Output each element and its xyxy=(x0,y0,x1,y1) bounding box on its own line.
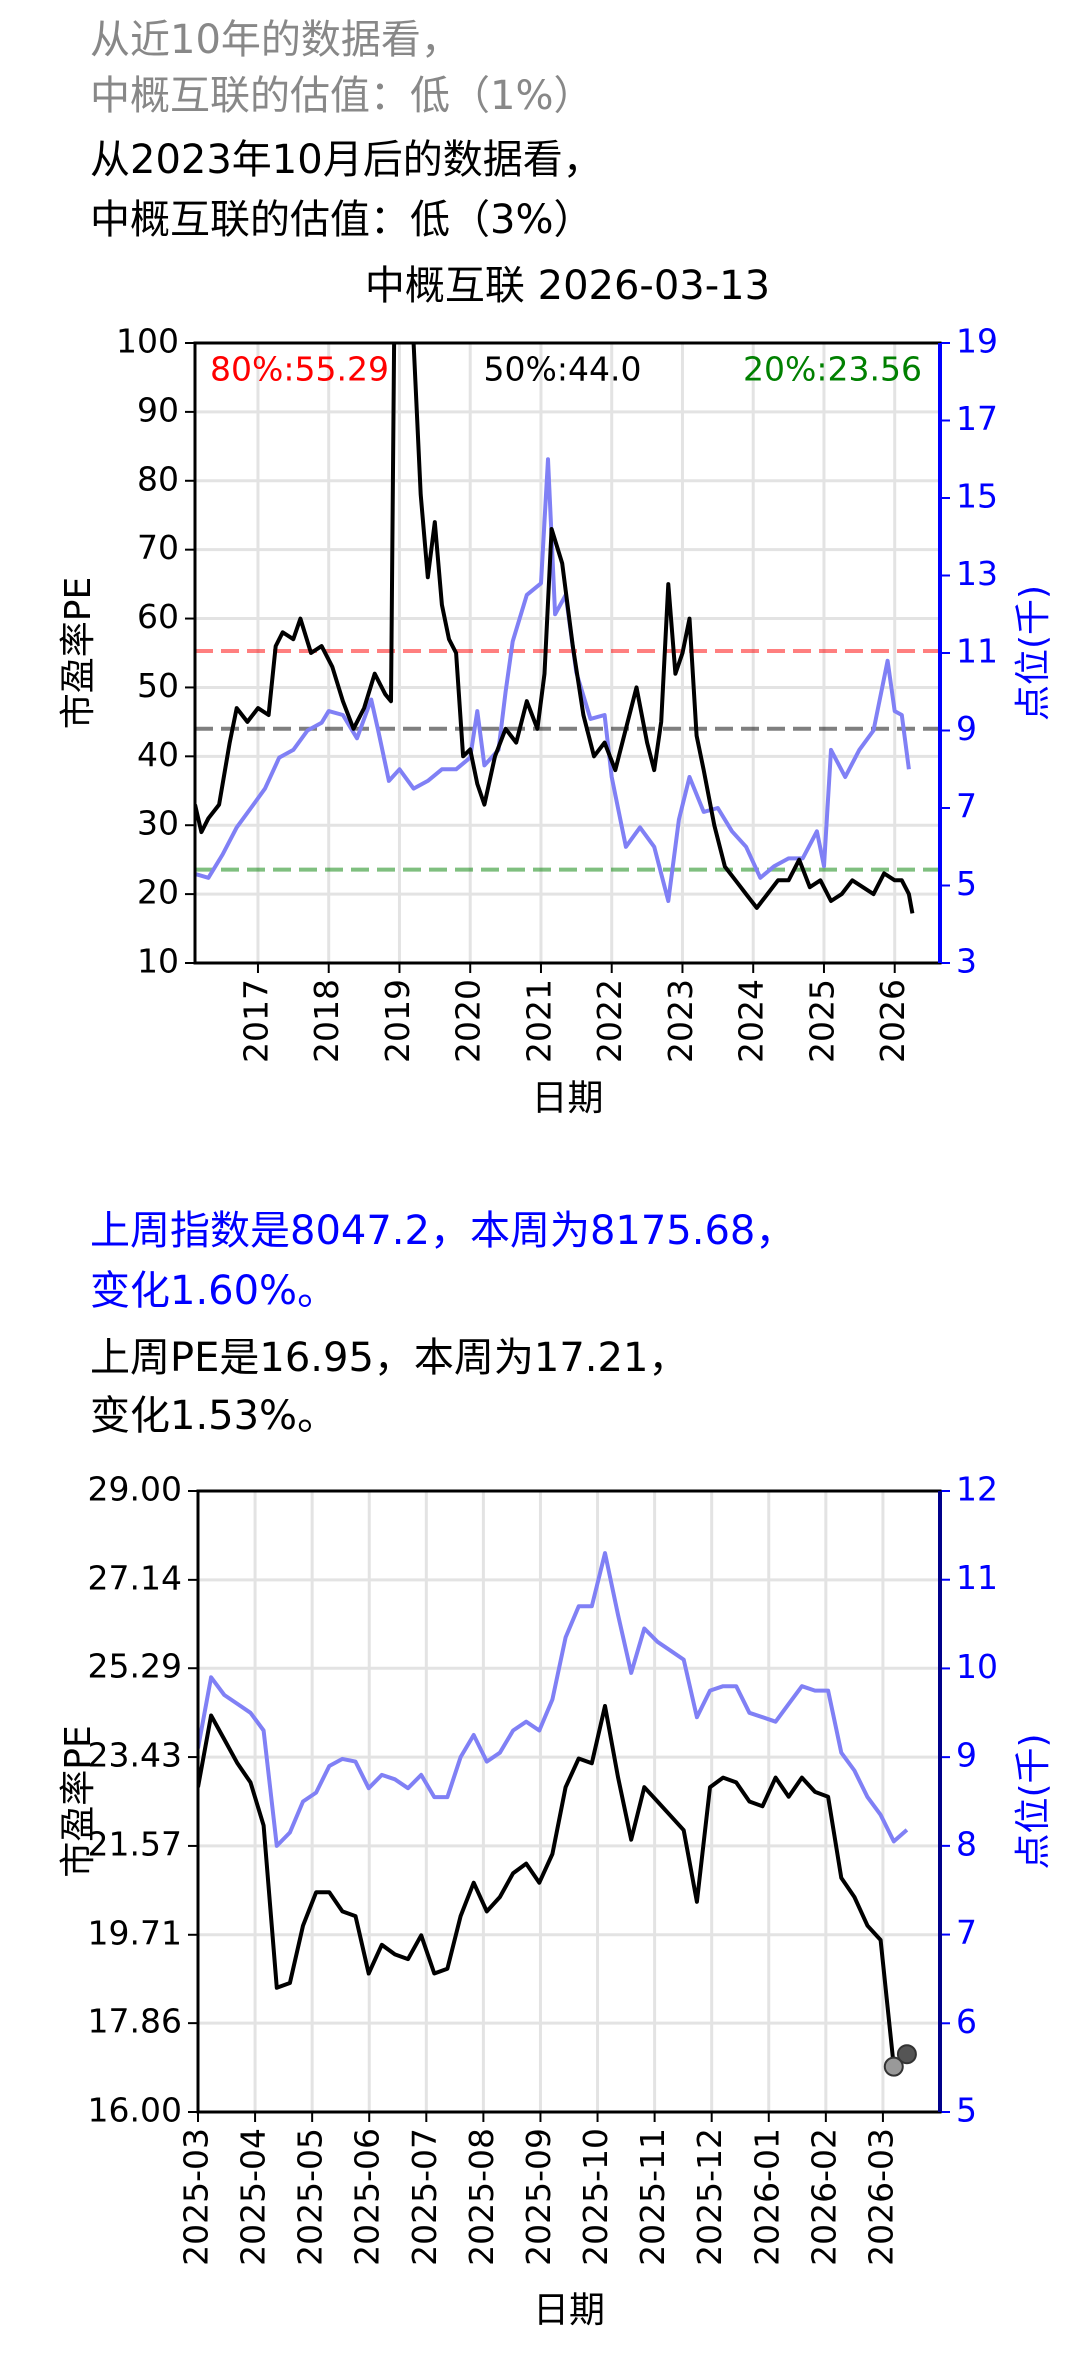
x-tick-label: 2026-01 xyxy=(747,2128,786,2266)
y-tick-label: 80 xyxy=(137,459,179,498)
chart-title: 中概互联 2026-03-13 xyxy=(365,263,770,309)
summary-line: 变化1.60%。 xyxy=(90,1268,337,1314)
y2-tick-label: 11 xyxy=(956,632,998,671)
y-tick-label: 21.57 xyxy=(88,1824,182,1863)
y2-tick-label: 17 xyxy=(956,399,998,438)
y-tick-label: 100 xyxy=(116,322,179,361)
header-line: 从近10年的数据看， xyxy=(90,17,461,63)
header-line: 中概互联的估值：低（1%） xyxy=(90,73,593,119)
y2-tick-label: 3 xyxy=(956,942,977,981)
y2-tick-label: 15 xyxy=(956,477,998,516)
x-tick-label: 2017 xyxy=(236,979,275,1063)
x-tick-label: 2025-04 xyxy=(234,2128,273,2266)
y2-tick-label: 19 xyxy=(956,322,998,361)
y-tick-label: 60 xyxy=(137,597,179,636)
x-tick-label: 2021 xyxy=(519,979,558,1063)
x-tick-label: 2025-10 xyxy=(576,2128,615,2266)
y2-tick-label: 9 xyxy=(956,1736,977,1775)
ref-label: 80%:55.29 xyxy=(210,350,389,389)
y2-tick-label: 7 xyxy=(956,787,977,826)
point xyxy=(896,2044,917,2065)
y-axis-label: 市盈率PE xyxy=(58,577,99,729)
y-tick-label: 17.86 xyxy=(88,2002,182,2041)
y-tick-label: 20 xyxy=(137,873,179,912)
series-line xyxy=(198,1704,909,2069)
y-axis-label: 市盈率PE xyxy=(58,1725,99,1877)
x-tick-label: 2019 xyxy=(378,979,417,1063)
y2-tick-label: 5 xyxy=(956,864,977,903)
y-tick-label: 40 xyxy=(137,735,179,774)
ref-label: 50%:44.0 xyxy=(484,350,642,389)
x-tick-label: 2018 xyxy=(307,979,346,1063)
y-tick-label: 19.71 xyxy=(88,1913,182,1952)
y2-axis-label: 点位(千) xyxy=(1013,1733,1054,1869)
y-tick-label: 29.00 xyxy=(88,1470,182,1509)
summary-line: 上周指数是8047.2，本周为8175.68， xyxy=(90,1208,795,1254)
x-tick-label: 2025 xyxy=(802,979,841,1063)
y2-tick-label: 5 xyxy=(956,2091,977,2130)
y2-tick-label: 10 xyxy=(956,1647,998,1686)
plot-area xyxy=(198,1551,917,2077)
series-line xyxy=(195,457,911,903)
x-tick-label: 2025-06 xyxy=(348,2128,387,2266)
x-tick-label: 2025-09 xyxy=(519,2128,558,2266)
x-tick-label: 2026-02 xyxy=(804,2128,843,2266)
x-tick-label: 2024 xyxy=(732,979,771,1063)
x-axis-label: 日期 xyxy=(531,1078,603,1119)
x-tick-label: 2025-11 xyxy=(633,2128,672,2266)
y2-tick-label: 9 xyxy=(956,709,977,748)
y2-tick-label: 8 xyxy=(956,1824,977,1863)
y-tick-label: 90 xyxy=(137,390,179,429)
y2-tick-label: 7 xyxy=(956,1913,977,1952)
y-tick-label: 10 xyxy=(137,942,179,981)
x-tick-label: 2025-12 xyxy=(690,2128,729,2266)
summary-line: 变化1.53%。 xyxy=(90,1393,337,1439)
x-tick-label: 2026-03 xyxy=(861,2128,900,2266)
x-tick-label: 2025-03 xyxy=(177,2128,216,2266)
x-tick-label: 2025-07 xyxy=(405,2128,444,2266)
header-line: 中概互联的估值：低（3%） xyxy=(90,197,593,243)
x-tick-label: 2026 xyxy=(873,979,912,1063)
y2-tick-label: 13 xyxy=(956,554,998,593)
y2-axis-label: 点位(千) xyxy=(1013,585,1054,721)
series-line xyxy=(195,343,915,914)
ref-label: 20%:23.56 xyxy=(743,350,922,389)
y-tick-label: 16.00 xyxy=(88,2091,182,2130)
x-tick-label: 2022 xyxy=(590,979,629,1063)
y-tick-label: 27.14 xyxy=(88,1558,182,1597)
x-axis-label: 日期 xyxy=(533,2290,605,2331)
y2-tick-label: 11 xyxy=(956,1558,998,1597)
x-tick-label: 2020 xyxy=(449,979,488,1063)
series-line xyxy=(198,1551,909,1848)
summary-line: 上周PE是16.95，本周为17.21， xyxy=(90,1335,688,1381)
x-tick-label: 2025-05 xyxy=(291,2128,330,2266)
x-tick-label: 2023 xyxy=(661,979,700,1063)
point xyxy=(883,2056,904,2077)
y2-tick-label: 12 xyxy=(956,1470,998,1509)
y-tick-label: 30 xyxy=(137,804,179,843)
header-line: 从2023年10月后的数据看， xyxy=(90,137,603,183)
x-tick-label: 2025-08 xyxy=(462,2128,501,2266)
y-tick-label: 70 xyxy=(137,528,179,567)
y-tick-label: 50 xyxy=(137,666,179,705)
y-tick-label: 23.43 xyxy=(88,1736,182,1775)
y2-tick-label: 6 xyxy=(956,2002,977,2041)
plot-area xyxy=(195,343,915,914)
y-tick-label: 25.29 xyxy=(88,1647,182,1686)
